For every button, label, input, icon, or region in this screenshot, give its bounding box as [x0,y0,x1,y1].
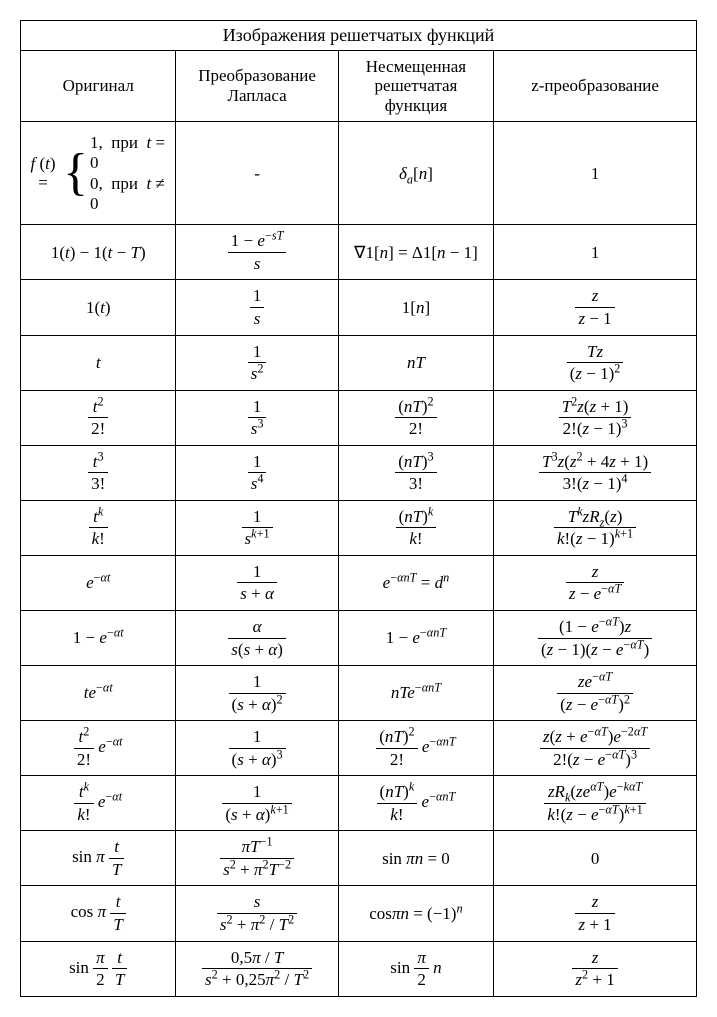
cell-original: sin π tT [21,831,176,886]
cell-ztransform: zz + 1 [494,886,697,941]
cell-laplace: 0,5π / Ts2 + 0,25π2 / T2 [176,941,338,996]
cell-original: 1(t) − 1(t − T) [21,225,176,280]
cell-ztransform: T3z(z2 + 4z + 1)3!(z − 1)4 [494,445,697,500]
cell-original: sin π2 tT [21,941,176,996]
cell-original: cos π tT [21,886,176,941]
table-row: 1 − e−αtαs(s + α)1 − e−αnT(1 − e−αT)z(z … [21,610,697,665]
cell-ztransform: zz − e−αT [494,555,697,610]
cell-ztransform: TkzRz(z)k!(z − 1)k+1 [494,500,697,555]
cell-ztransform: 1 [494,225,697,280]
header-original: Оригинал [21,50,176,122]
table-row: sin π2 tT0,5π / Ts2 + 0,25π2 / T2sin π2 … [21,941,697,996]
cell-laplace: 1s4 [176,445,338,500]
cell-lattice: e−αnT = dn [338,555,493,610]
table-body: f (t) = {1, при t = 00, при t ≠ 0-δa[n]1… [21,122,697,996]
cell-ztransform: z(z + e−αT)e−2αT2!(z − e−αT)3 [494,721,697,776]
table-row: sin π tTπT−1s2 + π2T−2sin πn = 00 [21,831,697,886]
cell-lattice: sin πn = 0 [338,831,493,886]
table-row: tkk!1sk+1(nT)kk!TkzRz(z)k!(z − 1)k+1 [21,500,697,555]
cell-laplace: 1(s + α)k+1 [176,776,338,831]
cell-ztransform: zRk(zeαT)e−kαTk!(z − e−αT)k+1 [494,776,697,831]
cell-laplace: πT−1s2 + π2T−2 [176,831,338,886]
table-row: tkk! e−αt1(s + α)k+1(nT)kk! e−αnTzRk(zeα… [21,776,697,831]
cell-lattice: 1[n] [338,280,493,335]
cell-laplace: ss2 + π2 / T2 [176,886,338,941]
table-row: 1(t)1s1[n]zz − 1 [21,280,697,335]
cell-original: tkk! e−αt [21,776,176,831]
cell-original: 1 − e−αt [21,610,176,665]
cell-lattice: cosπn = (−1)n [338,886,493,941]
cell-laplace: 1(s + α)2 [176,666,338,721]
cell-ztransform: (1 − e−αT)z(z − 1)(z − e−αT) [494,610,697,665]
header-lattice: Несмещенная решетчатая функция [338,50,493,122]
table-row: f (t) = {1, при t = 00, при t ≠ 0-δa[n]1 [21,122,697,225]
header-laplace: Преобразование Лапласа [176,50,338,122]
cell-lattice: sin π2 n [338,941,493,996]
table-row: t33!1s4(nT)33!T3z(z2 + 4z + 1)3!(z − 1)4 [21,445,697,500]
cell-laplace: 1(s + α)3 [176,721,338,776]
cell-laplace: αs(s + α) [176,610,338,665]
cell-ztransform: Tz(z − 1)2 [494,335,697,390]
cell-ztransform: zz2 + 1 [494,941,697,996]
cell-ztransform: ze−αT(z − e−αT)2 [494,666,697,721]
cell-lattice: (nT)kk! e−αnT [338,776,493,831]
cell-laplace: 1s3 [176,390,338,445]
cell-original: te−αt [21,666,176,721]
table-row: t22! e−αt1(s + α)3(nT)22! e−αnTz(z + e−α… [21,721,697,776]
cell-lattice: (nT)kk! [338,500,493,555]
cell-original: t33! [21,445,176,500]
cell-laplace: 1s [176,280,338,335]
cell-laplace: 1s + α [176,555,338,610]
table-row: cos π tTss2 + π2 / T2cosπn = (−1)nzz + 1 [21,886,697,941]
cell-lattice: (nT)22! e−αnT [338,721,493,776]
lattice-functions-table: Изображения решетчатых функций Оригинал … [20,20,697,997]
cell-laplace: 1 − e−sTs [176,225,338,280]
cell-laplace: 1s2 [176,335,338,390]
cell-lattice: nT [338,335,493,390]
cell-original: f (t) = {1, при t = 00, при t ≠ 0 [21,122,176,225]
cell-original: tkk! [21,500,176,555]
cell-original: t22! [21,390,176,445]
cell-lattice: δa[n] [338,122,493,225]
table-row: 1(t) − 1(t − T)1 − e−sTs∇1[n] = Δ1[n − 1… [21,225,697,280]
cell-ztransform: 0 [494,831,697,886]
table-row: te−αt1(s + α)2nTe−αnTze−αT(z − e−αT)2 [21,666,697,721]
header-ztransform: z-преобразование [494,50,697,122]
cell-laplace: 1sk+1 [176,500,338,555]
table-row: e−αt1s + αe−αnT = dnzz − e−αT [21,555,697,610]
cell-lattice: (nT)33! [338,445,493,500]
cell-ztransform: T2z(z + 1)2!(z − 1)3 [494,390,697,445]
cell-lattice: ∇1[n] = Δ1[n − 1] [338,225,493,280]
cell-original: t22! e−αt [21,721,176,776]
cell-laplace: - [176,122,338,225]
table-title: Изображения решетчатых функций [21,21,697,51]
cell-original: t [21,335,176,390]
cell-original: 1(t) [21,280,176,335]
cell-lattice: (nT)22! [338,390,493,445]
table-row: t22!1s3(nT)22!T2z(z + 1)2!(z − 1)3 [21,390,697,445]
cell-ztransform: zz − 1 [494,280,697,335]
table-row: t1s2nTTz(z − 1)2 [21,335,697,390]
cell-original: e−αt [21,555,176,610]
cell-lattice: nTe−αnT [338,666,493,721]
cell-ztransform: 1 [494,122,697,225]
cell-lattice: 1 − e−αnT [338,610,493,665]
